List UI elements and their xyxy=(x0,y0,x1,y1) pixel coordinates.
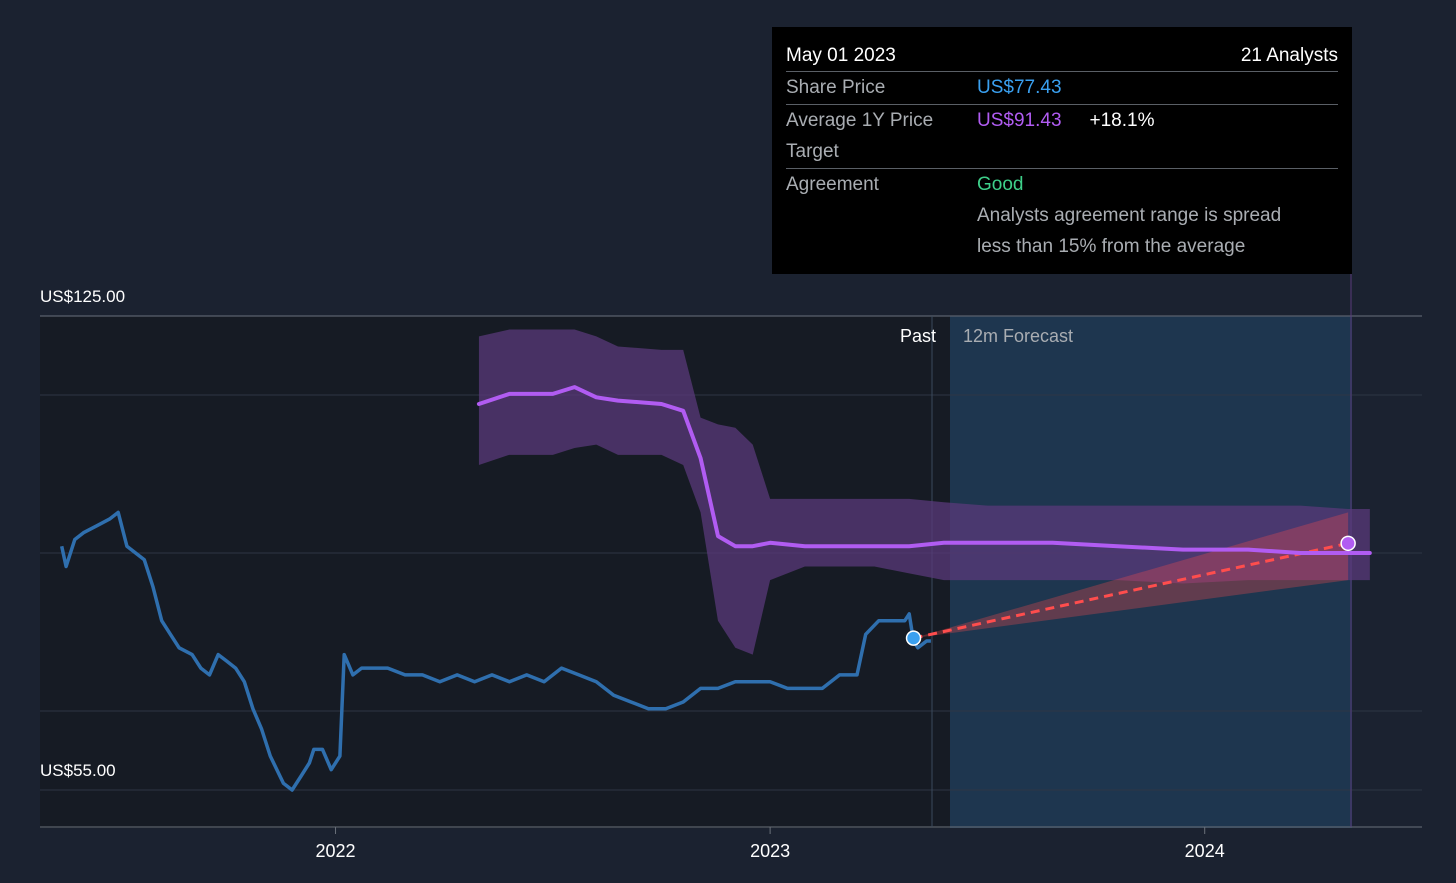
target-band xyxy=(478,329,1370,655)
tooltip-analyst-count: 21 Analysts xyxy=(1240,45,1338,66)
x-axis-ticks: 2022 2023 2024 xyxy=(315,827,1225,861)
share-price-label: Share Price xyxy=(786,77,886,98)
forecast-cone xyxy=(913,512,1349,640)
average-target-value: US$91.43 xyxy=(977,110,1062,131)
target-range-band xyxy=(478,329,1370,655)
tooltip-panel: May 01 2023 21 Analysts Share Price US$7… xyxy=(772,27,1352,274)
tooltip-share-price-row: Share Price US$77.43 xyxy=(786,72,1338,105)
agreement-value: Good xyxy=(977,174,1024,195)
y-axis-label: US$55.00 xyxy=(40,761,116,780)
forecast-label: 12m Forecast xyxy=(963,326,1073,346)
share-price-value: US$77.43 xyxy=(977,77,1062,98)
x-tick-label: 2022 xyxy=(315,841,355,861)
tooltip-date: May 01 2023 xyxy=(786,45,896,66)
y-axis-label: US$125.00 xyxy=(40,287,125,306)
x-tick-label: 2023 xyxy=(750,841,790,861)
share-price-path xyxy=(59,510,931,792)
average-target-percent: +18.1% xyxy=(1089,110,1155,131)
target-price-marker xyxy=(1340,535,1356,552)
tooltip-header: May 01 2023 21 Analysts xyxy=(786,41,1338,72)
tooltip-agreement-row: Agreement Good Analysts agreement range … xyxy=(786,169,1338,259)
tooltip-average-target-row: Average 1Y Price Target US$91.43 +18.1% xyxy=(786,105,1338,169)
past-label: Past xyxy=(900,326,936,346)
x-tick-label: 2024 xyxy=(1185,841,1225,861)
agreement-note: Analysts agreement range is spread less … xyxy=(977,205,1282,257)
markers xyxy=(905,535,1356,646)
y-axis-labels: US$125.00 US$55.00 xyxy=(40,287,125,780)
current-price-marker xyxy=(905,630,922,646)
agreement-details: Good Analysts agreement range is spread … xyxy=(977,169,1317,262)
agreement-label: Agreement xyxy=(786,174,879,195)
average-target-line xyxy=(476,385,1372,555)
forecast-cone-shape xyxy=(913,512,1349,639)
share-price-line xyxy=(59,510,931,792)
average-target-path xyxy=(476,385,1372,555)
average-target-label: Average 1Y Price Target xyxy=(786,110,934,162)
